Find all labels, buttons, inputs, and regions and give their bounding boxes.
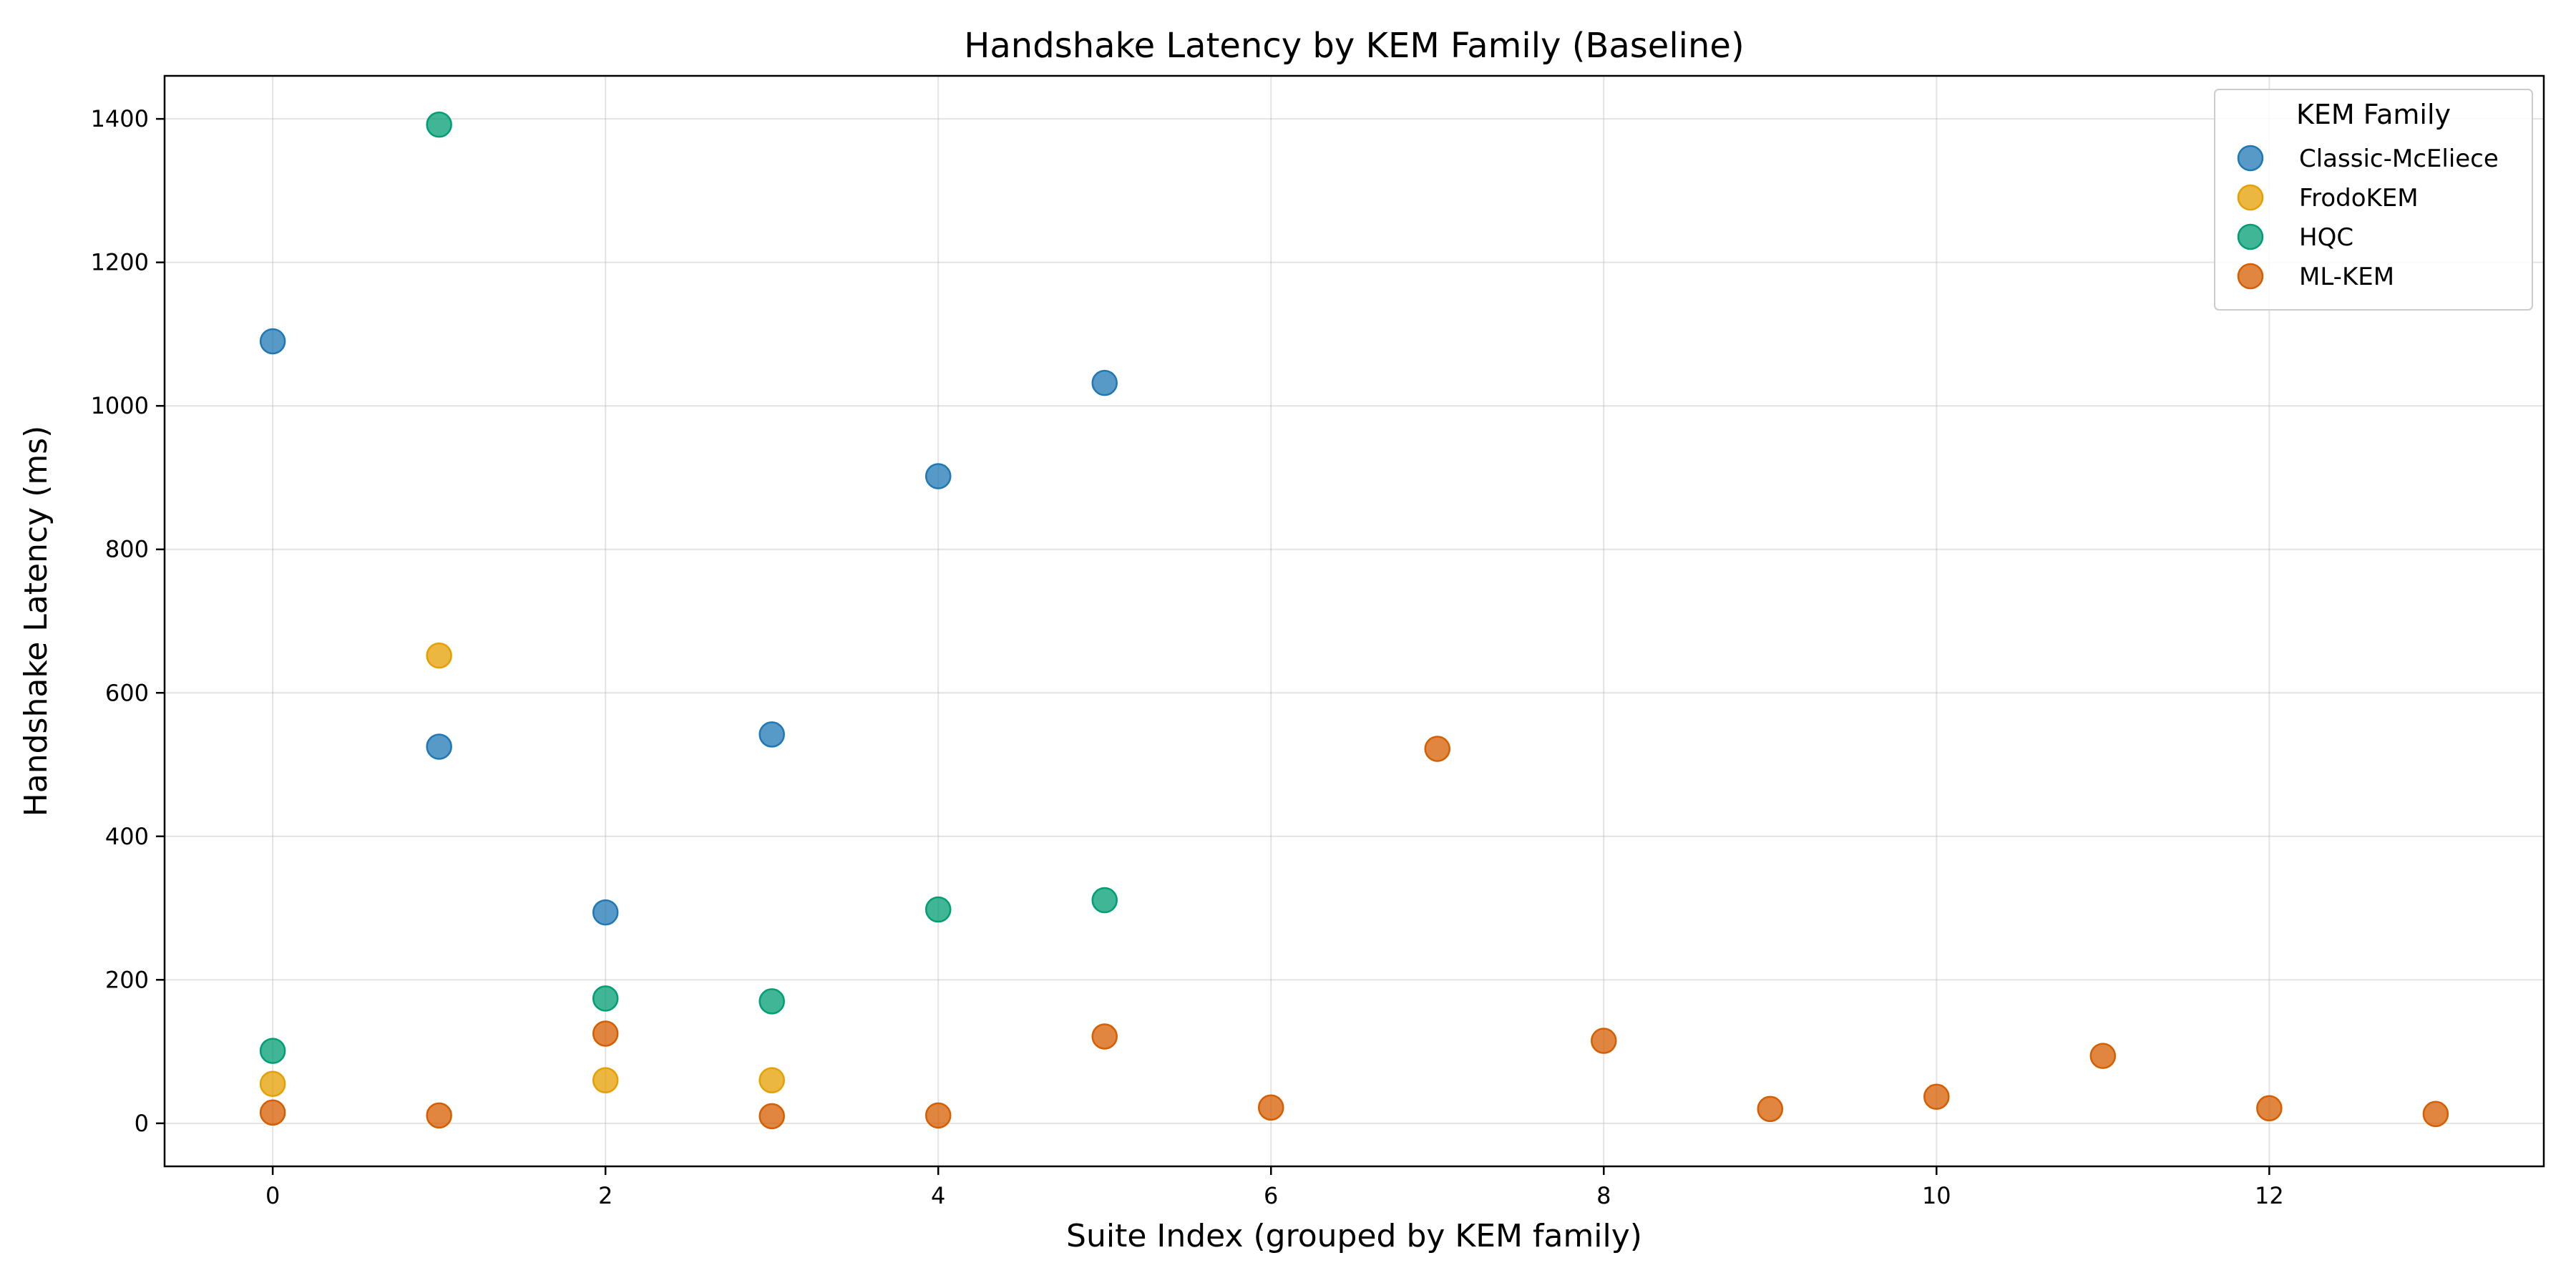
legend-label-hqc: HQC [2299,223,2353,252]
point-hqc [259,1038,286,1064]
point-ml-kem [1257,1094,1284,1121]
point-ml-kem [259,1099,286,1126]
y-tick-label: 1400 [91,105,149,132]
axis-ticks: 0 2 4 6 8 10 12 0 200 400 600 800 1000 1200 1400 [91,105,2284,1209]
legend-marker-classic-mceliece [2237,145,2264,172]
point-ml-kem [1091,1023,1118,1050]
point-frodokem [592,1067,619,1093]
data-points [259,111,2449,1130]
point-ml-kem [1424,736,1451,762]
y-tick-label: 600 [105,679,149,706]
x-tick-label: 4 [931,1182,945,1209]
y-tick-label: 400 [105,823,149,850]
point-frodokem [758,1067,785,1093]
point-ml-kem [1923,1083,1950,1110]
chart-title: Handshake Latency by KEM Family (Baselin… [964,26,1744,66]
point-ml-kem [1757,1096,1784,1123]
legend-label-frodokem: FrodoKEM [2299,184,2419,213]
point-ml-kem [758,1103,785,1130]
plot-frame [163,74,2545,1168]
legend-label-classic-mceliece: Classic-McEliece [2299,145,2499,173]
y-tick-label: 200 [105,966,149,993]
point-classic-mceliece [592,899,619,926]
x-tick-label: 6 [1264,1182,1278,1209]
point-classic-mceliece [259,328,286,355]
y-tick-label: 1000 [91,392,149,419]
legend-items: Classic-McEliece FrodoKEM HQC ML-KEM [2237,145,2499,291]
legend-marker-hqc [2237,223,2264,250]
point-hqc [592,985,619,1012]
point-ml-kem [2256,1095,2283,1122]
point-hqc [426,111,452,138]
point-classic-mceliece [1091,369,1118,396]
legend-marker-frodokem [2237,184,2264,211]
y-tick-label: 1200 [91,249,149,276]
point-hqc [1091,887,1118,914]
x-tick-label: 2 [598,1182,613,1209]
point-classic-mceliece [426,733,452,760]
point-ml-kem [2089,1043,2117,1069]
y-tick-label: 0 [135,1110,149,1137]
point-hqc [758,988,785,1015]
point-classic-mceliece [924,463,952,489]
y-tick-label: 800 [105,536,149,563]
point-classic-mceliece [758,721,785,748]
point-ml-kem [426,1102,452,1129]
x-tick-label: 8 [1596,1182,1611,1209]
point-hqc [924,896,952,923]
legend-label-ml-kem: ML-KEM [2299,263,2394,291]
legend-box [2214,89,2533,311]
point-ml-kem [2422,1101,2449,1128]
legend-title: KEM Family [2296,99,2451,130]
x-tick-label: 12 [2255,1182,2284,1209]
legend: KEM Family Classic-McEliece FrodoKEM HQC ML… [2214,89,2533,311]
x-axis-label: Suite Index (grouped by KEM family) [1066,1218,1642,1254]
point-frodokem [426,642,452,669]
x-tick-label: 0 [265,1182,280,1209]
legend-marker-ml-kem [2237,263,2264,290]
point-ml-kem [924,1102,952,1129]
y-axis-label: Handshake Latency (ms) [18,426,54,817]
x-tick-label: 10 [1922,1182,1951,1209]
point-ml-kem [592,1020,619,1047]
point-frodokem [259,1070,286,1097]
point-ml-kem [1591,1028,1617,1054]
grid-lines [165,76,2544,1166]
